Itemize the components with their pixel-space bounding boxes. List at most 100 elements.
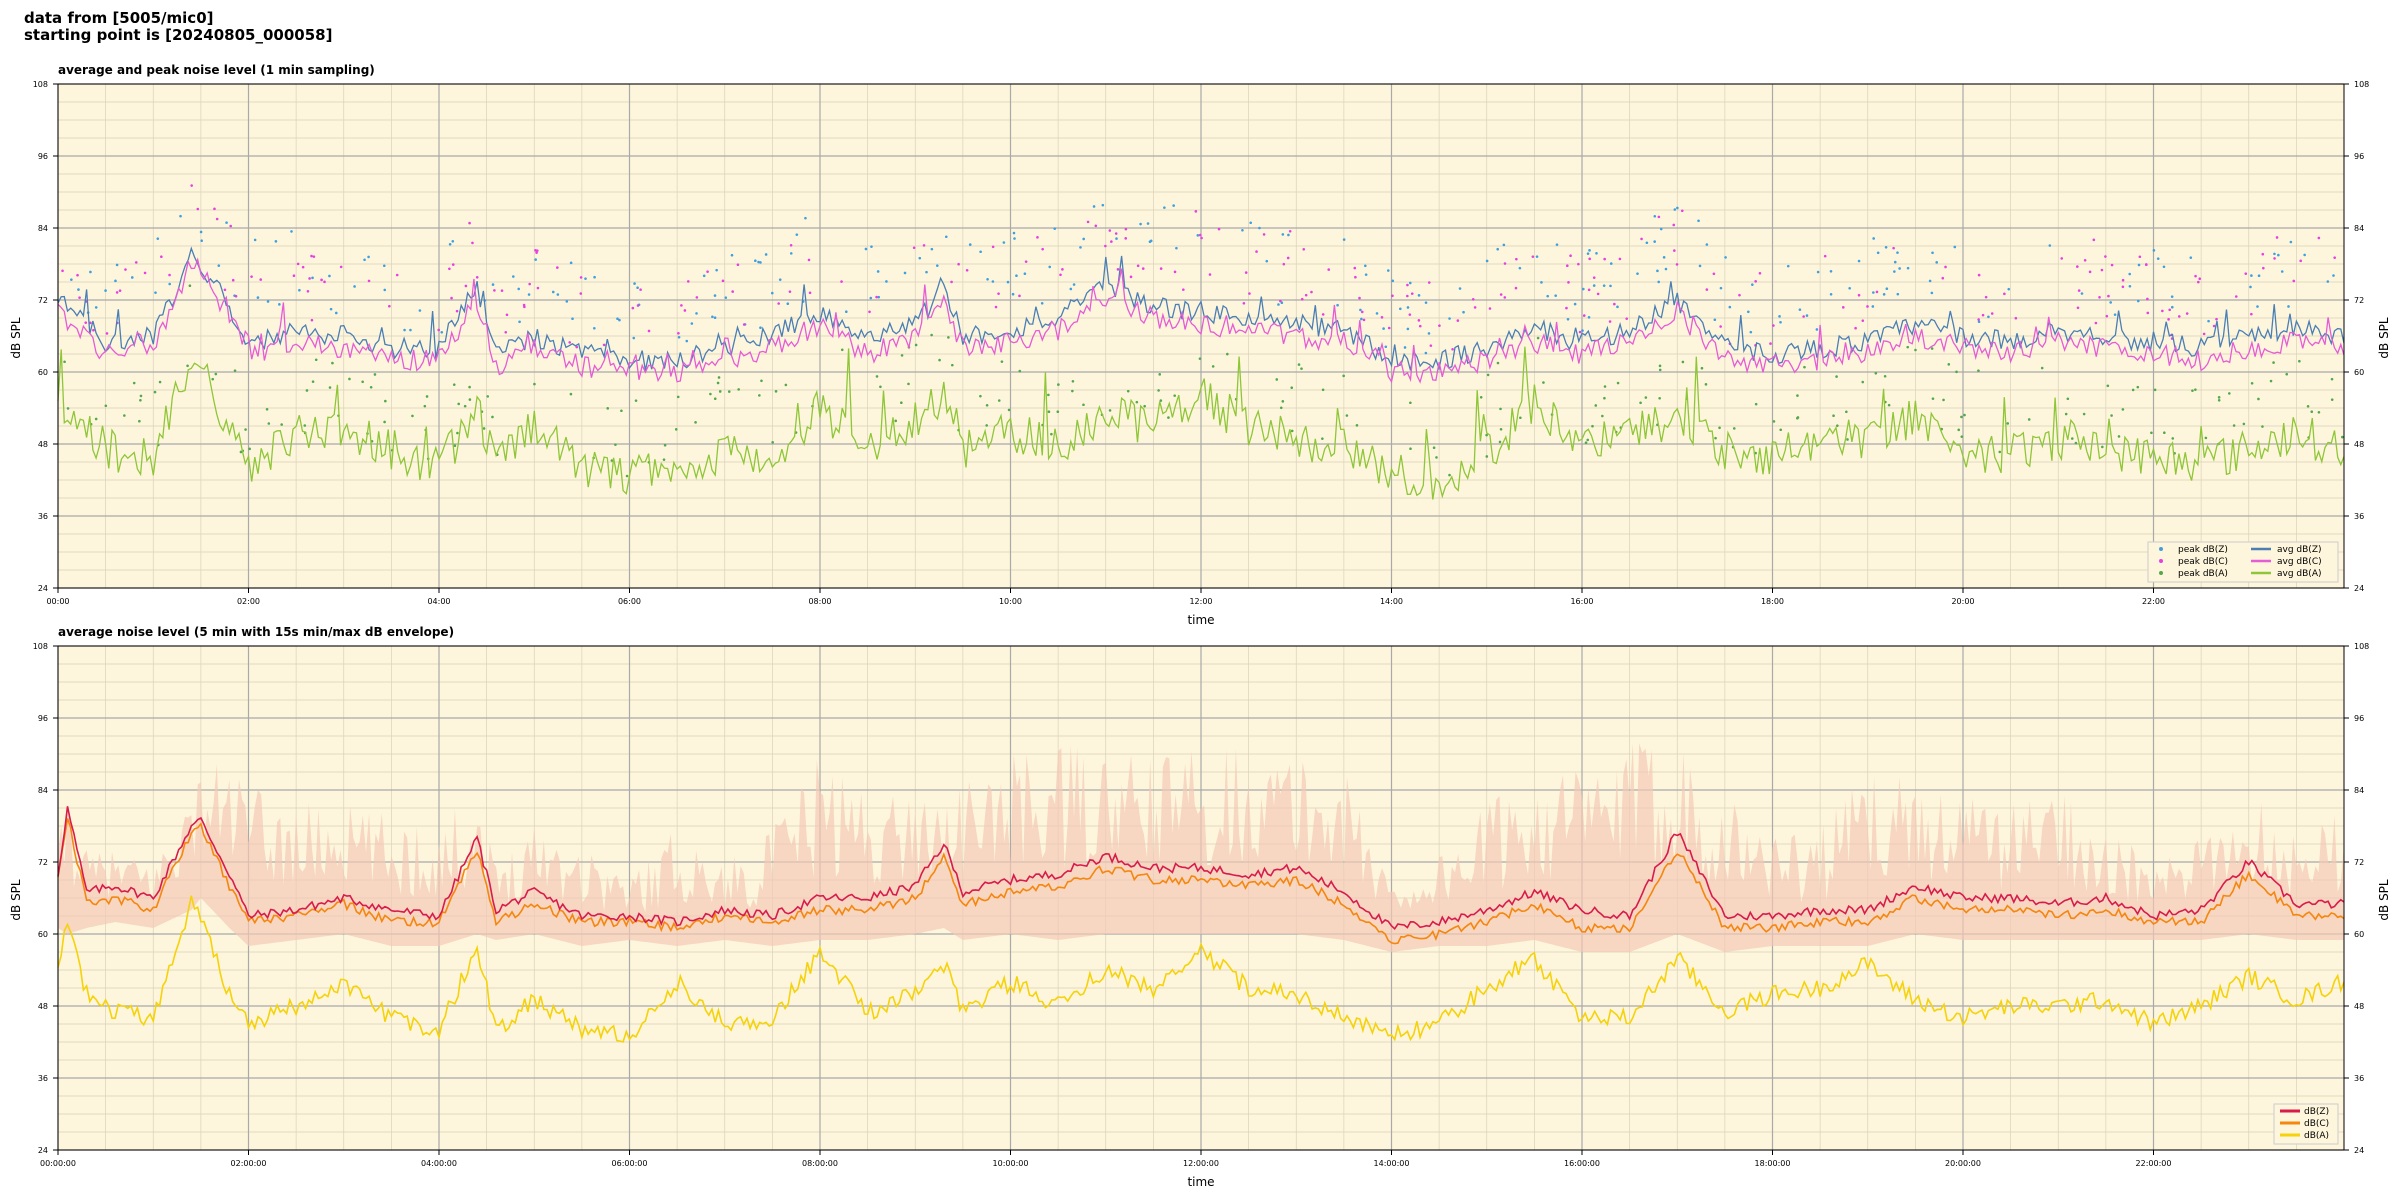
chart1-peak-point [1778,315,1781,318]
chart1-xtick-label: 16:00 [1570,597,1593,606]
chart1-peak-point [1898,267,1901,270]
chart1-peak-point [403,328,406,332]
chart1-peak-point [280,423,283,426]
chart1-peak-point [1657,215,1661,219]
chart1-peak-point [620,409,623,413]
chart1-peak-point [1163,206,1166,209]
chart1-peak-point [339,265,343,269]
chart1-peak-point [1546,294,1549,298]
chart1-peak-point [2262,266,2265,270]
chart1-peak-point [278,303,281,306]
chart1-peak-point [1772,324,1775,327]
chart1-peak-point [1146,222,1150,225]
chart1-ytick-right: 48 [2354,440,2364,449]
chart1-peak-point [1680,209,1684,213]
chart1-peak-point [1406,306,1410,309]
chart2-xlabel: time [1187,1175,1214,1189]
chart1-peak-point [1893,260,1897,264]
chart1-ytick-left: 36 [38,512,48,521]
chart1-peak-point [1071,389,1074,393]
chart1-peak-point [213,207,216,211]
chart1-peak-point [505,313,509,317]
chart1-peak-point [250,275,253,278]
chart1-legend-marker [2159,559,2163,563]
chart2-ytick-right: 60 [2354,930,2364,939]
chart1-peak-point [1653,214,1657,218]
chart1-peak-point [633,282,636,285]
chart1-xtick-label: 04:00 [427,597,450,606]
chart1-peak-point [808,291,812,295]
chart1-peak-point [724,296,728,299]
chart1-peak-point [290,230,293,233]
chart1-peak-point [1829,269,1833,273]
chart1-peak-point [1738,293,1741,297]
chart1-peak-point [2273,257,2276,260]
chart1-xtick-label: 12:00 [1189,597,1212,606]
chart1-peak-point [709,392,712,396]
chart1-peak-point [61,269,64,273]
chart1-peak-point [388,304,391,308]
chart1-peak-point [311,276,314,280]
chart1-series-peak-db-z- [70,203,2335,355]
chart1-peak-point [423,404,427,408]
chart1-peak-point [225,221,228,224]
chart1-peak-point [217,264,221,267]
chart1-peak-point [114,279,117,283]
chart1-peak-point [1772,420,1776,423]
chart1-peak-point [1353,266,1357,270]
chart1-peak-point [1657,280,1661,284]
chart1-peak-point [76,273,79,277]
chart1-peak-point [912,246,916,250]
chart1-frame [57,83,2345,589]
chart1-peak-point [2273,252,2276,256]
chart1-peak-point [153,390,157,394]
chart1-peak-point [2261,252,2265,256]
chart1-peak-point [1713,318,1717,322]
chart1-peak-point [464,284,468,288]
chart1-peak-point [2121,278,2125,282]
chart1-peak-point [2168,308,2171,312]
chart1-peak-point [373,373,377,376]
chart1-peak-point [328,386,332,389]
chart1-peak-point [685,339,689,343]
chart1-peak-point [1427,332,1431,335]
chart1-peak-point [233,369,237,372]
chart1-peak-point [2310,410,2314,413]
chart1-peak-point [1115,237,1118,240]
chart1-peak-point [736,263,740,267]
chart1-peak-point [455,309,459,313]
chart1-peak-point [1104,244,1107,248]
chart1-peak-point [1071,379,1075,383]
chart1-peak-point [425,395,429,398]
chart1-peak-point [1182,288,1185,291]
chart1-peak-point [1618,257,1622,261]
chart1-peak-point [2170,295,2174,298]
chart1-peak-point [1435,456,1438,459]
chart1-peak-point [310,254,313,258]
chart1-peak-point [1977,369,1980,372]
chart1-peak-point [200,239,203,243]
chart1-peak-point [694,421,697,424]
chart1-xtick-label: 22:00 [2142,597,2165,606]
chart1-peak-point [1935,261,1939,264]
chart1-peak-point [1566,317,1570,321]
chart1-peak-point [457,402,461,406]
chart1-peak-point [579,292,583,295]
chart1-peak-point [571,317,574,321]
chart1-peak-point [367,279,371,283]
chart1-peak-point [1960,415,1963,419]
chart1-peak-point [662,458,666,461]
chart1-peak-point [536,249,539,252]
chart1-peak-point [1354,275,1357,279]
chart1-peak-point [253,238,257,242]
chart1-peak-point [1892,246,1895,250]
chart1-peak-point [2249,285,2252,289]
chart1-peak-point [2161,309,2164,313]
chart1-peak-point [1676,206,1679,210]
chart1-peak-point [1342,374,1345,378]
chart1-peak-point [2217,396,2221,399]
chart2-ytick-left: 72 [38,858,48,867]
chart1-peak-point [2289,240,2293,244]
chart1-peak-point [1196,234,1200,237]
chart1-peak-point [1375,312,1379,315]
